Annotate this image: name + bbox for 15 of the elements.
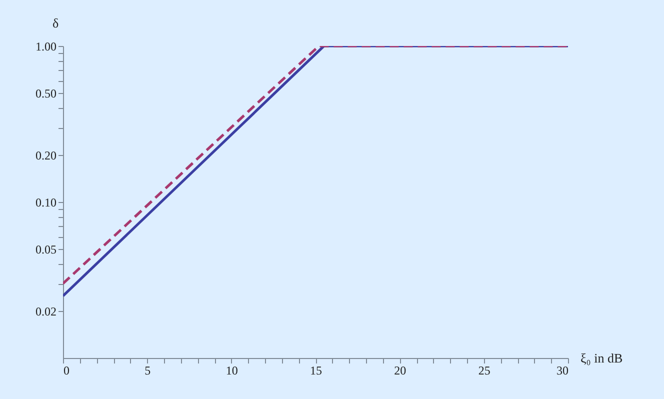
x-axis-title: ξ₀ in dB <box>580 350 623 366</box>
y-tick-label: 0.10 <box>36 196 56 210</box>
x-tick-label: 25 <box>478 364 490 378</box>
x-tick-label: 10 <box>226 364 238 378</box>
x-tick-label: 20 <box>394 364 406 378</box>
x-tick-label: 15 <box>310 364 322 378</box>
x-tick-label: 5 <box>144 364 151 378</box>
y-tick-label: 1.00 <box>36 40 56 54</box>
y-tick-label: 0.50 <box>36 86 56 100</box>
y-tick-label: 0.05 <box>36 242 56 256</box>
y-tick-label: 0.02 <box>36 304 56 319</box>
y-axis-title: δ <box>52 16 59 30</box>
x-tick-label: 30 <box>556 364 568 378</box>
x-tick-label: 0 <box>64 364 70 378</box>
y-tick-label: 0.20 <box>36 148 56 163</box>
